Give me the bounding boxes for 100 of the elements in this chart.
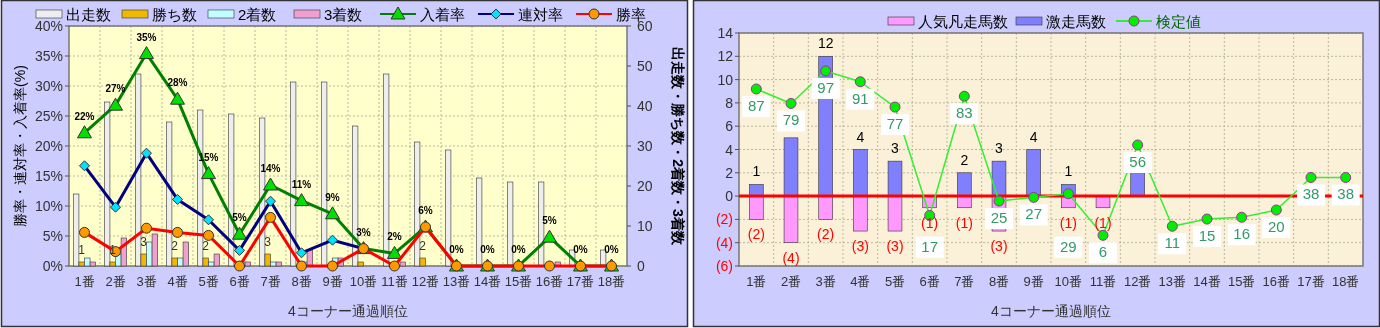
y-tick-label: 2 <box>725 164 734 181</box>
y2-tick-label: 30 <box>637 138 653 154</box>
data-label: 3 <box>264 235 272 249</box>
data-label: 28% <box>167 77 188 89</box>
y-tick-label: 15% <box>34 168 63 184</box>
x-tick-label: 9番 <box>322 274 343 289</box>
x-tick-label: 17番 <box>1297 274 1325 289</box>
data-label: 97 <box>817 78 835 96</box>
x-tick-label: 10番 <box>1054 274 1083 289</box>
data-label: 11% <box>291 178 312 190</box>
y-tick-label: 4 <box>725 141 734 158</box>
data-label: 29 <box>1059 237 1077 255</box>
data-label: (3) <box>990 238 1008 255</box>
data-label: (4) <box>782 249 800 266</box>
data-label: 0% <box>449 244 464 255</box>
data-label: 5% <box>232 212 247 224</box>
legend-label: 激走馬数 <box>1046 13 1106 30</box>
legend-label: 3着数 <box>324 6 363 23</box>
x-tick-label: 17番 <box>566 274 595 289</box>
y2-tick-label: 0 <box>637 258 645 274</box>
data-label: 3% <box>356 226 371 238</box>
data-label: 2 <box>202 239 210 253</box>
data-label: 5% <box>542 215 557 227</box>
y-tick-label: 0% <box>42 258 63 274</box>
data-label: (1) <box>921 214 939 231</box>
y-tick-label: 30% <box>34 78 63 94</box>
data-label: 3 <box>995 140 1004 157</box>
data-label: 4 <box>856 128 865 145</box>
y-tick-label: (6) <box>715 258 733 274</box>
data-label: 0% <box>480 244 495 255</box>
x-tick-label: 8番 <box>988 274 1010 289</box>
y-tick-label: 8 <box>725 94 734 111</box>
data-label: 1 <box>1064 163 1073 180</box>
x-tick-label: 7番 <box>260 274 281 289</box>
y-tick-label: (2) <box>715 211 733 228</box>
y2-tick-label: 10 <box>637 218 653 234</box>
x-tick-label: 6番 <box>919 274 940 289</box>
data-label: 27% <box>105 83 126 95</box>
data-label: 22% <box>74 110 95 122</box>
y-tick-label: 25% <box>34 108 63 124</box>
y-tick-label: 5% <box>42 228 63 244</box>
y-tick-label: 35% <box>34 48 63 64</box>
y2-tick-label: 40 <box>637 98 653 114</box>
data-label: 27 <box>1025 205 1043 223</box>
data-label: 56 <box>1129 152 1147 170</box>
data-label: (3) <box>886 238 904 255</box>
data-label: (3) <box>851 238 869 255</box>
y-tick-label: 10 <box>717 71 734 88</box>
x-tick-label: 9番 <box>1023 274 1044 289</box>
x-tick-label: 15番 <box>504 274 533 289</box>
data-label: 4 <box>1029 128 1038 145</box>
data-label: 77 <box>886 115 904 133</box>
legend-label: 勝ち数 <box>152 6 197 23</box>
data-label: 14% <box>260 163 281 174</box>
legend-label: 連対率 <box>518 6 563 23</box>
x-tick-label: 5番 <box>198 274 219 289</box>
y-tick-label: 14 <box>717 25 734 41</box>
data-label: 9% <box>325 191 340 203</box>
data-label: 83 <box>955 104 973 122</box>
y-axis-title: 勝率・連対率・入着率(%) <box>12 65 28 227</box>
data-label: 16 <box>1233 225 1251 243</box>
y-tick-label: 0 <box>725 188 734 205</box>
data-label: 3 <box>891 140 900 157</box>
data-label: 2 <box>960 151 969 168</box>
x-axis-title: 4コーナー通過順位 <box>991 303 1111 319</box>
data-label: 79 <box>782 111 800 129</box>
x-tick-label: 8番 <box>291 274 312 289</box>
x-tick-label: 12番 <box>411 274 440 289</box>
x-tick-label: 2番 <box>105 274 126 289</box>
y-tick-label: 12 <box>717 48 734 65</box>
x-tick-label: 2番 <box>780 274 802 289</box>
x-tick-label: 18番 <box>1331 274 1360 289</box>
x-tick-label: 14番 <box>1193 274 1221 289</box>
x-tick-label: 15番 <box>1227 274 1256 289</box>
x-tick-label: 5番 <box>884 274 906 289</box>
data-label: 0% <box>573 244 588 255</box>
data-label: 25 <box>990 208 1008 226</box>
y-tick-label: 6 <box>725 118 734 135</box>
legend-label: 人気凡走馬数 <box>918 13 1008 30</box>
y-tick-label: 10% <box>34 198 63 214</box>
data-label: 2 <box>419 239 427 253</box>
legend-label: 2着数 <box>238 6 277 23</box>
legend-label: 出走数 <box>66 6 111 23</box>
data-label: 1 <box>752 163 761 180</box>
data-label: (2) <box>817 226 835 243</box>
y-tick-label: (4) <box>715 234 733 251</box>
data-label: 0% <box>511 244 526 255</box>
data-label: 20 <box>1267 218 1285 236</box>
data-label: 11 <box>1164 234 1181 252</box>
x-tick-label: 1番 <box>746 274 767 289</box>
x-tick-label: 10番 <box>349 274 378 289</box>
x-tick-label: 3番 <box>136 274 157 289</box>
data-label: 2 <box>171 239 179 253</box>
data-label: 38 <box>1337 185 1355 203</box>
data-label: 0% <box>604 244 619 255</box>
x-tick-label: 11番 <box>381 274 408 289</box>
legend-label: 入着率 <box>420 6 465 23</box>
data-label: 87 <box>747 96 765 114</box>
x-tick-label: 18番 <box>597 274 626 289</box>
x-tick-label: 6番 <box>229 274 250 289</box>
